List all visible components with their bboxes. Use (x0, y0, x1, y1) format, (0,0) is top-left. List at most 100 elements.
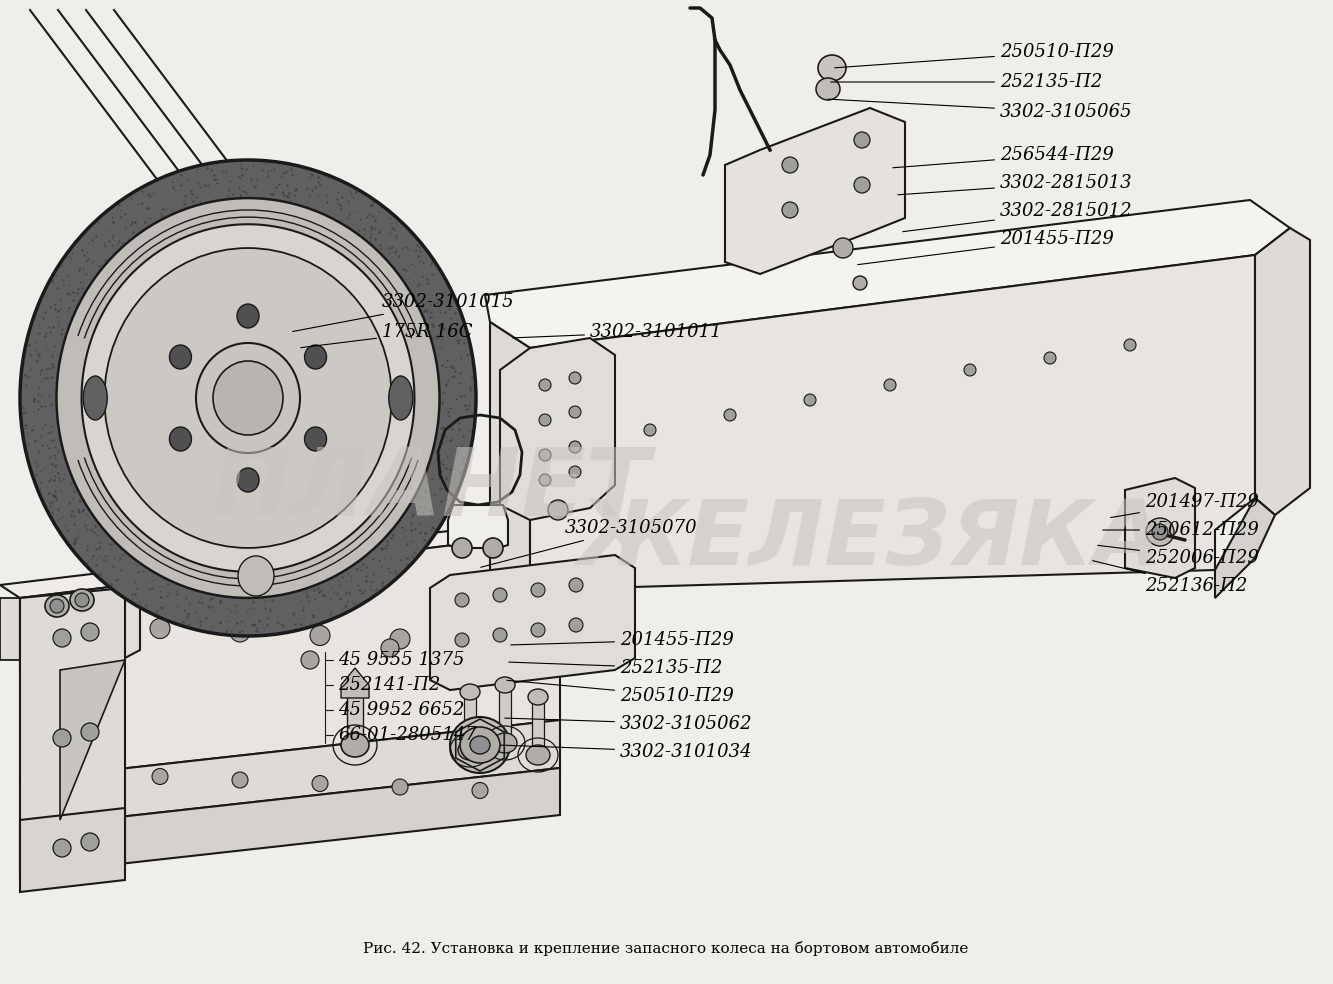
Polygon shape (464, 695, 476, 750)
Text: 252135-П2: 252135-П2 (830, 73, 1102, 91)
Ellipse shape (644, 424, 656, 436)
Text: 3302-3105070: 3302-3105070 (481, 519, 697, 568)
Ellipse shape (72, 765, 88, 781)
Polygon shape (20, 720, 560, 828)
Text: 45 9952 6652: 45 9952 6652 (339, 701, 464, 719)
Ellipse shape (569, 406, 581, 418)
Ellipse shape (53, 729, 71, 747)
Polygon shape (20, 808, 125, 892)
Ellipse shape (56, 198, 440, 598)
Ellipse shape (569, 441, 581, 453)
Ellipse shape (539, 449, 551, 461)
Ellipse shape (455, 593, 469, 607)
Ellipse shape (854, 177, 870, 193)
Ellipse shape (539, 379, 551, 391)
Ellipse shape (460, 684, 480, 700)
Text: 66-01-2805147: 66-01-2805147 (339, 726, 477, 744)
Ellipse shape (493, 628, 507, 642)
Ellipse shape (213, 361, 283, 435)
Ellipse shape (884, 379, 896, 391)
Ellipse shape (472, 782, 488, 798)
Text: 252136-П2: 252136-П2 (1093, 561, 1248, 595)
Ellipse shape (459, 740, 483, 760)
Ellipse shape (493, 733, 517, 753)
Ellipse shape (527, 745, 551, 765)
Ellipse shape (539, 474, 551, 486)
Text: 3302-3105065: 3302-3105065 (828, 99, 1133, 121)
Polygon shape (0, 520, 560, 598)
Ellipse shape (237, 468, 259, 492)
Ellipse shape (460, 727, 500, 763)
Polygon shape (431, 555, 635, 690)
Text: 45 9555 1375: 45 9555 1375 (339, 651, 464, 669)
Ellipse shape (75, 593, 89, 607)
Polygon shape (531, 255, 1254, 590)
Polygon shape (500, 338, 615, 520)
Polygon shape (20, 768, 560, 875)
Ellipse shape (569, 578, 583, 592)
Ellipse shape (152, 769, 168, 784)
Ellipse shape (341, 733, 369, 757)
Ellipse shape (312, 775, 328, 791)
Ellipse shape (569, 466, 581, 478)
Polygon shape (532, 700, 544, 755)
Ellipse shape (53, 839, 71, 857)
Ellipse shape (471, 633, 491, 652)
Ellipse shape (854, 132, 870, 148)
Ellipse shape (569, 618, 583, 632)
Ellipse shape (196, 343, 300, 453)
Ellipse shape (1152, 524, 1168, 540)
Text: 201455-П29: 201455-П29 (857, 230, 1114, 265)
Polygon shape (20, 588, 140, 670)
Text: 256544-П29: 256544-П29 (893, 146, 1114, 168)
Ellipse shape (81, 224, 415, 572)
Ellipse shape (389, 376, 413, 420)
Ellipse shape (169, 345, 192, 369)
Text: 3302-3101034: 3302-3101034 (501, 743, 753, 761)
Text: 201455-П29: 201455-П29 (511, 631, 734, 649)
Ellipse shape (818, 55, 846, 81)
Ellipse shape (853, 276, 866, 290)
Ellipse shape (493, 588, 507, 602)
Ellipse shape (391, 629, 411, 649)
Ellipse shape (231, 622, 251, 642)
Ellipse shape (1146, 518, 1174, 546)
Ellipse shape (151, 619, 171, 639)
Text: 3302-3101015: 3302-3101015 (293, 293, 515, 332)
Ellipse shape (71, 615, 91, 635)
Ellipse shape (53, 629, 71, 647)
Polygon shape (20, 588, 125, 880)
Ellipse shape (104, 248, 392, 548)
Ellipse shape (20, 160, 476, 636)
Text: 3302-2815012: 3302-2815012 (902, 202, 1133, 231)
Text: Рис. 42. Установка и крепление запасного колеса на бортовом автомобиле: Рис. 42. Установка и крепление запасного… (364, 941, 969, 955)
Ellipse shape (804, 394, 816, 406)
Ellipse shape (237, 304, 259, 328)
Ellipse shape (381, 639, 399, 657)
Ellipse shape (81, 723, 99, 741)
Ellipse shape (548, 500, 568, 520)
Ellipse shape (304, 427, 327, 451)
Text: 175R 16C: 175R 16C (301, 323, 472, 347)
Ellipse shape (816, 78, 840, 100)
Ellipse shape (833, 238, 853, 258)
Polygon shape (448, 505, 508, 548)
Polygon shape (20, 532, 560, 780)
Polygon shape (60, 660, 125, 820)
Ellipse shape (564, 439, 576, 451)
Polygon shape (725, 108, 905, 274)
Text: ПЛАНЕТ: ПЛАНЕТ (211, 444, 649, 536)
Ellipse shape (495, 677, 515, 693)
Ellipse shape (455, 633, 469, 647)
Ellipse shape (311, 626, 331, 646)
Polygon shape (1125, 478, 1194, 578)
Ellipse shape (964, 364, 976, 376)
Ellipse shape (569, 372, 581, 384)
Ellipse shape (724, 409, 736, 421)
Polygon shape (491, 322, 531, 622)
Text: 201497-П29: 201497-П29 (1110, 493, 1258, 518)
Polygon shape (499, 688, 511, 743)
Ellipse shape (81, 833, 99, 851)
Ellipse shape (304, 345, 327, 369)
Ellipse shape (301, 651, 319, 669)
